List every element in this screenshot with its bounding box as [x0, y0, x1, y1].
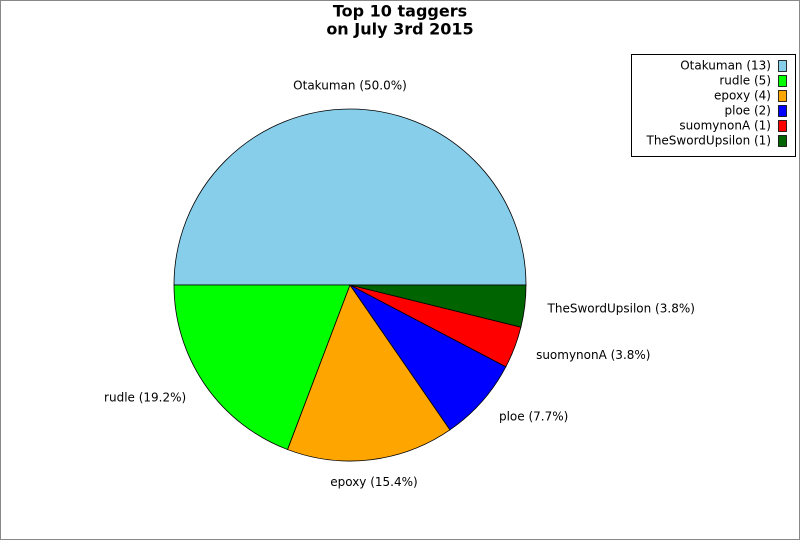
legend-label: epoxy (4): [714, 89, 771, 103]
legend-swatch: [778, 60, 787, 72]
slice-label: rudle (19.2%): [104, 391, 186, 405]
legend-swatch: [778, 135, 787, 147]
slice-label: Otakuman (50.0%): [293, 79, 407, 93]
legend-label: suomynonA (1): [679, 119, 771, 133]
slice-label: suomynonA (3.8%): [536, 348, 650, 362]
legend-swatch: [778, 105, 787, 117]
slice-label: epoxy (15.4%): [330, 475, 417, 489]
legend-swatch: [778, 90, 787, 102]
slice-label: ploe (7.7%): [499, 409, 568, 423]
legend-box: [631, 54, 796, 157]
pie-slice: [173, 108, 527, 286]
pie-slice: [349, 284, 527, 328]
legend-label: ploe (2): [725, 104, 772, 118]
pie-slice: [287, 284, 451, 462]
pie-slice: [173, 284, 351, 451]
chart-subtitle: on July 3rd 2015: [326, 20, 473, 39]
legend-swatch: [778, 75, 787, 87]
legend-label: TheSwordUpsilon (1): [645, 134, 771, 148]
legend-label: rudle (5): [719, 74, 771, 88]
chart-title: Top 10 taggers: [333, 2, 467, 21]
legend-label: Otakuman (13): [680, 59, 771, 73]
slice-label: TheSwordUpsilon (3.8%): [547, 301, 695, 315]
legend-swatch: [778, 120, 787, 132]
